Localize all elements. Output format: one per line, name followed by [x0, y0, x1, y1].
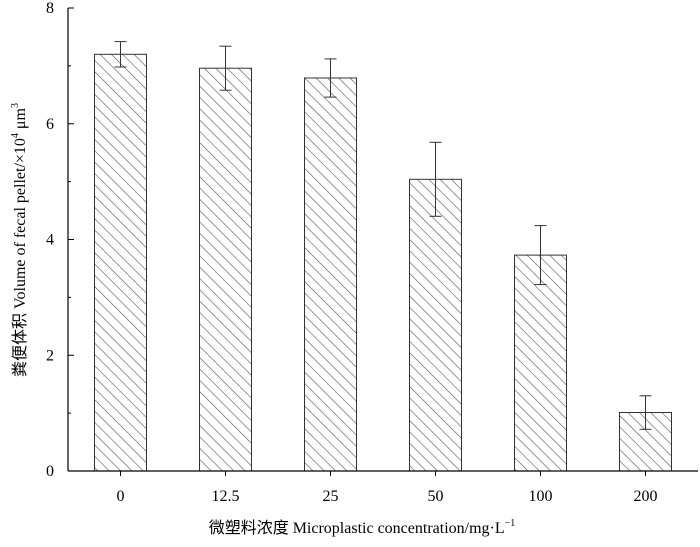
y-axis-label-sup2: 3: [10, 103, 21, 108]
x-axis-label: 微塑料浓度 Microplastic concentration/mg·L−1: [209, 518, 516, 537]
x-tick-label: 100: [529, 488, 553, 505]
x-axis-label-main: 微塑料浓度 Microplastic concentration/mg·L: [209, 519, 505, 537]
error-bar-group: [114, 41, 652, 430]
y-tick-label: 2: [46, 347, 54, 364]
x-tick-group: 0 12.5 25 50 100 200: [117, 471, 658, 505]
y-tick-label: 4: [46, 232, 54, 249]
x-tick-label: 12.5: [212, 488, 240, 505]
axes: [67, 8, 698, 472]
y-tick-group: 0 2 4 6 8: [46, 0, 74, 480]
y-axis-label: 粪便体积 Volume of fecal pellet/×104 μm3: [10, 103, 29, 377]
x-tick-label: 200: [634, 488, 658, 505]
bar: [199, 67, 252, 472]
bar: [514, 254, 567, 472]
y-tick-label: 0: [46, 463, 54, 480]
x-tick-label: 25: [323, 488, 339, 505]
x-axis-label-sup: −1: [505, 518, 516, 529]
bar-group: [94, 53, 672, 472]
bar: [94, 53, 147, 472]
bar: [409, 178, 462, 472]
bar: [304, 77, 357, 472]
y-axis-label-mid: μm: [12, 107, 29, 133]
x-tick-label: 50: [428, 488, 444, 505]
x-tick-label: 0: [117, 488, 125, 505]
y-axis-label-main: 粪便体积 Volume of fecal pellet/×10: [11, 138, 29, 377]
y-tick-label: 6: [46, 116, 54, 133]
y-tick-label: 8: [46, 0, 54, 17]
y-axis-label-sup1: 4: [10, 133, 21, 138]
